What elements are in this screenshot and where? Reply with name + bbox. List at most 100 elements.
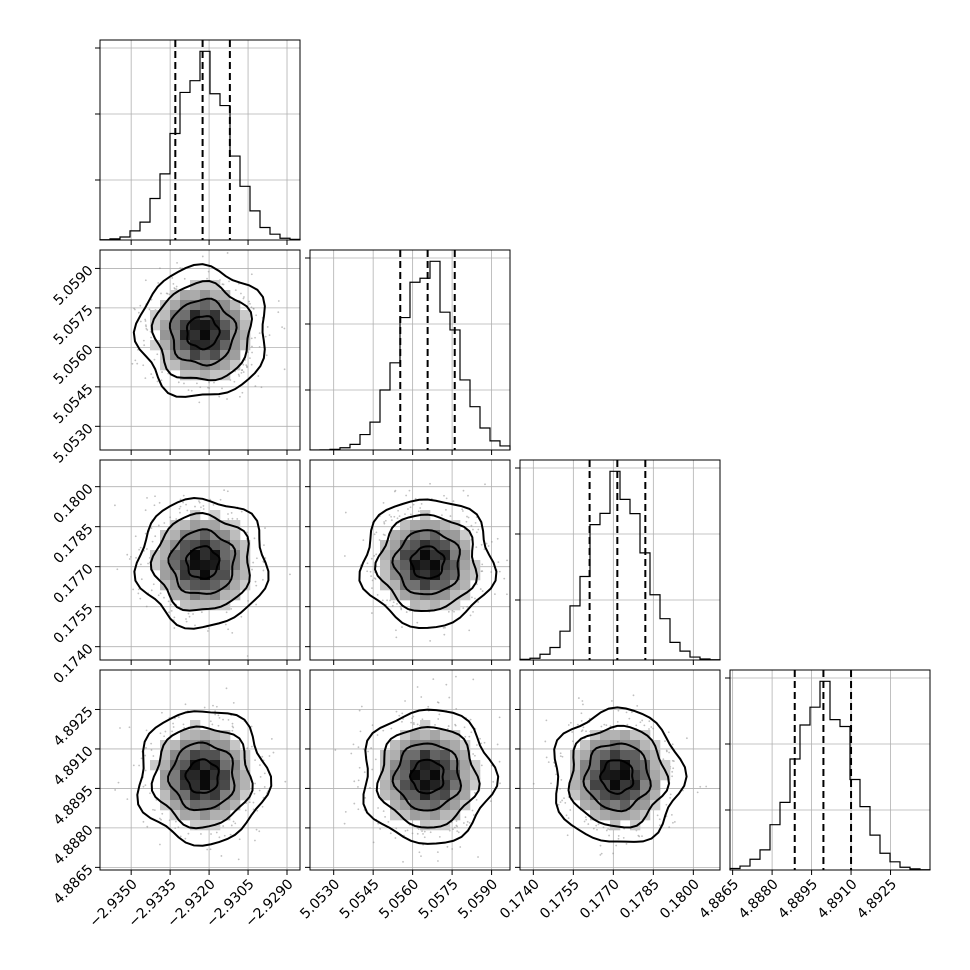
sample-point — [616, 720, 619, 723]
density-bin — [650, 760, 661, 771]
sample-point — [170, 609, 173, 612]
sample-point — [168, 611, 170, 614]
density-bin — [420, 720, 431, 731]
sample-point — [615, 844, 618, 847]
sample-point — [559, 801, 562, 804]
density-bin — [430, 590, 441, 601]
sample-point — [222, 718, 224, 721]
sample-point — [146, 329, 149, 331]
sample-point — [154, 495, 156, 498]
density-bin — [390, 800, 401, 811]
density-bin — [240, 310, 251, 321]
density-bin — [210, 340, 221, 351]
density-bin — [210, 300, 221, 311]
density-bin — [160, 350, 171, 361]
sample-point — [246, 531, 248, 534]
sample-point — [547, 761, 550, 764]
sample-point — [580, 719, 583, 722]
density-bin — [170, 530, 181, 541]
density-bin — [170, 770, 181, 781]
density-bin — [400, 780, 411, 791]
density-bin — [390, 750, 401, 761]
panel-frame — [99, 669, 301, 871]
density-bin — [230, 300, 241, 311]
sample-point — [369, 570, 372, 573]
density-bin — [220, 580, 231, 591]
sample-point — [463, 726, 466, 729]
density-bin — [190, 730, 201, 741]
sample-point — [476, 744, 478, 746]
sample-point — [465, 520, 468, 523]
sample-point — [362, 539, 365, 542]
sample-point — [469, 614, 472, 617]
sample-point — [228, 280, 230, 283]
density-bin — [220, 550, 231, 561]
sample-point — [471, 596, 473, 599]
sample-point — [137, 588, 140, 591]
sample-point — [569, 809, 572, 811]
sample-point — [662, 758, 665, 761]
contour-3 — [553, 706, 688, 843]
sample-point — [255, 828, 258, 831]
density-bin — [210, 350, 221, 361]
density-bin — [610, 790, 621, 801]
sample-point — [475, 799, 478, 801]
density-bin — [210, 790, 221, 801]
sample-point — [490, 540, 493, 543]
x-tick-label: 0.1755 — [537, 876, 583, 922]
sample-point — [200, 611, 203, 614]
density-bin — [610, 810, 621, 821]
sample-point — [264, 335, 267, 338]
sample-point — [145, 729, 148, 732]
density-bin — [410, 800, 421, 811]
sample-point — [506, 559, 508, 562]
sample-point — [253, 537, 256, 540]
sample-point — [260, 386, 263, 389]
sample-point — [461, 510, 464, 512]
sample-point — [206, 277, 208, 280]
density-bin — [180, 750, 191, 761]
sample-point — [160, 292, 162, 295]
density-bin — [170, 800, 181, 811]
sample-point — [139, 546, 142, 549]
sample-point — [254, 580, 257, 583]
density-bin — [210, 310, 221, 321]
sample-point — [242, 363, 245, 366]
sample-point — [139, 320, 142, 323]
density-bin — [410, 810, 421, 821]
density-bin — [230, 560, 241, 571]
sample-point — [250, 745, 253, 748]
density-bin — [200, 320, 211, 331]
density-bin — [240, 330, 251, 341]
sample-point — [389, 832, 392, 835]
density-bin — [380, 550, 391, 561]
sample-point — [409, 506, 412, 509]
sample-point — [626, 723, 629, 726]
density-bin — [390, 570, 401, 581]
sample-point — [251, 351, 253, 354]
density-panel-2-1 — [305, 459, 511, 665]
sample-point — [206, 630, 209, 632]
sample-point — [400, 607, 403, 610]
sample-point — [370, 747, 372, 749]
density-panel-3-1 — [305, 669, 511, 875]
density-bin — [450, 550, 461, 561]
density-bin — [430, 790, 441, 801]
sample-point — [443, 633, 446, 636]
density-bin — [420, 600, 431, 611]
sample-point — [462, 489, 465, 492]
density-bin — [200, 750, 211, 761]
panel-frame — [99, 459, 301, 661]
sample-point — [133, 307, 135, 310]
density-bin — [380, 780, 391, 791]
sample-point — [254, 759, 256, 762]
density-bin — [180, 320, 191, 331]
sample-point — [114, 789, 117, 791]
sample-point — [571, 731, 574, 733]
sample-point — [685, 737, 688, 740]
sample-point — [399, 605, 402, 608]
density-bin — [190, 570, 201, 581]
sample-point — [652, 727, 655, 730]
sample-point — [637, 834, 640, 837]
